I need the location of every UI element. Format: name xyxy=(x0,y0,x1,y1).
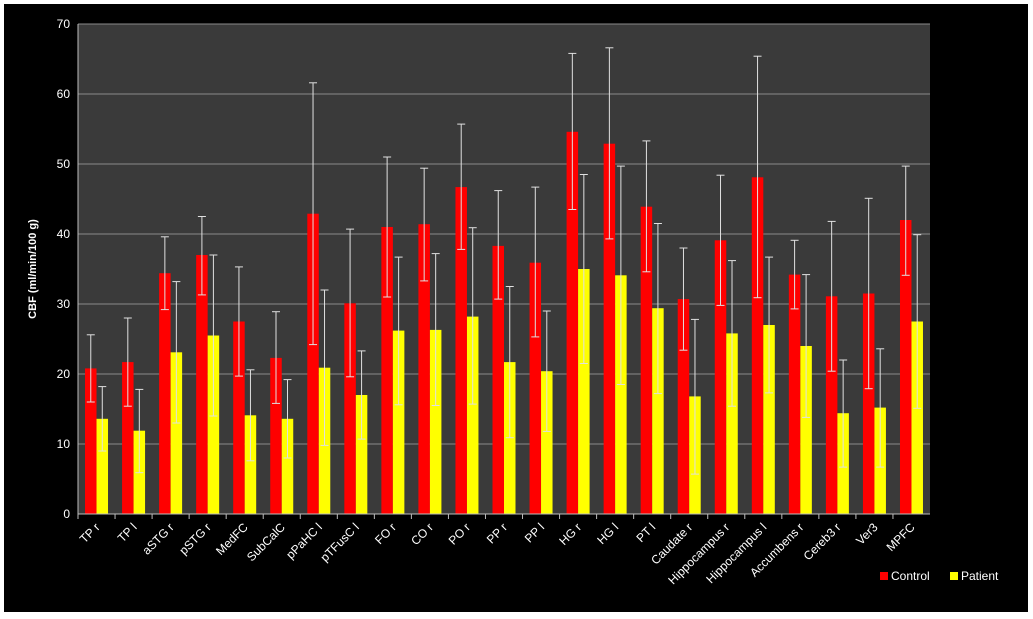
bar-control-14 xyxy=(603,143,616,514)
bar-control-20 xyxy=(825,296,838,514)
x-tick-label: PT l xyxy=(633,520,658,545)
bar-control-11 xyxy=(492,245,504,514)
bar-patient-7 xyxy=(355,395,368,514)
legend: Control Patient xyxy=(880,569,999,583)
bar-patient-3 xyxy=(207,335,220,514)
x-tick-label: PP r xyxy=(484,520,510,546)
bar-control-15 xyxy=(640,206,653,514)
x-tick-label: PO r xyxy=(446,520,473,547)
bar-patient-2 xyxy=(170,352,183,514)
x-tick-label: Cereb3 r xyxy=(801,520,844,563)
x-tick-label: FO r xyxy=(372,520,399,547)
bar-control-22 xyxy=(899,220,912,514)
bar-patient-8 xyxy=(392,330,405,514)
bar-patient-9 xyxy=(429,329,442,514)
bar-control-9 xyxy=(418,224,430,514)
bar-control-1 xyxy=(122,362,134,514)
bar-patient-22 xyxy=(911,321,923,514)
bar-control-13 xyxy=(566,131,579,515)
x-tick-label: CO r xyxy=(408,520,436,548)
bar-patient-19 xyxy=(800,346,812,514)
legend-swatch-control xyxy=(880,572,888,580)
x-tick-label: HG l xyxy=(594,520,621,547)
bar-patient-14 xyxy=(615,275,627,514)
y-tick-label: 30 xyxy=(57,297,71,311)
legend-label-patient: Patient xyxy=(961,569,999,583)
bar-control-3 xyxy=(196,255,208,514)
axes xyxy=(77,24,930,519)
bar-control-7 xyxy=(344,303,356,514)
bar-patient-4 xyxy=(244,415,257,514)
bar-patient-10 xyxy=(466,316,479,514)
y-tick-label: 70 xyxy=(57,17,71,31)
x-tick-label: PP l xyxy=(522,520,547,545)
bar-control-6 xyxy=(307,213,319,514)
bar-control-8 xyxy=(381,227,393,514)
bar-control-2 xyxy=(159,273,171,514)
x-tick-label: MPFC xyxy=(884,520,918,554)
y-tick-label: 20 xyxy=(57,367,71,381)
x-tick-label: SubCalC xyxy=(244,520,288,564)
y-axis-label: CBF (ml/min/100 g) xyxy=(27,219,39,319)
x-tick-label: pTFusC l xyxy=(318,520,362,564)
bar-control-19 xyxy=(788,274,801,514)
x-tick-label: HG r xyxy=(556,520,584,548)
x-tick-label: Ver3 xyxy=(853,520,881,548)
bar-patient-13 xyxy=(578,269,590,514)
bar-patient-15 xyxy=(652,308,664,514)
bar-patient-17 xyxy=(726,333,738,514)
bar-control-21 xyxy=(862,293,875,514)
bar-patient-18 xyxy=(763,325,775,514)
bar-patient-0 xyxy=(96,418,109,514)
y-tick-label: 40 xyxy=(57,227,71,241)
y-tick-label: 10 xyxy=(57,437,71,451)
y-tick-label: 50 xyxy=(57,157,71,171)
x-tick-label: pSTG r xyxy=(177,520,214,557)
x-tick-label: TP l xyxy=(115,520,140,545)
bar-control-17 xyxy=(714,240,727,515)
y-tick-label: 0 xyxy=(63,507,70,521)
bar-control-16 xyxy=(677,299,690,514)
error-bars xyxy=(86,47,922,475)
bar-control-4 xyxy=(233,321,245,514)
bar-control-12 xyxy=(529,262,542,514)
bar-control-0 xyxy=(85,368,97,514)
y-tick-labels: 0 10 20 30 40 50 60 70 xyxy=(57,17,71,521)
x-tick-label: TP r xyxy=(77,520,103,546)
bar-patient-12 xyxy=(541,371,553,514)
bar-control-10 xyxy=(455,187,467,514)
y-tick-label: 60 xyxy=(57,87,71,101)
legend-label-control: Control xyxy=(891,569,930,583)
bar-control-18 xyxy=(751,177,764,515)
x-tick-label: aSTG r xyxy=(139,520,176,557)
legend-swatch-patient xyxy=(950,572,958,580)
bar-patient-5 xyxy=(281,418,294,514)
bar-control-5 xyxy=(270,357,282,514)
